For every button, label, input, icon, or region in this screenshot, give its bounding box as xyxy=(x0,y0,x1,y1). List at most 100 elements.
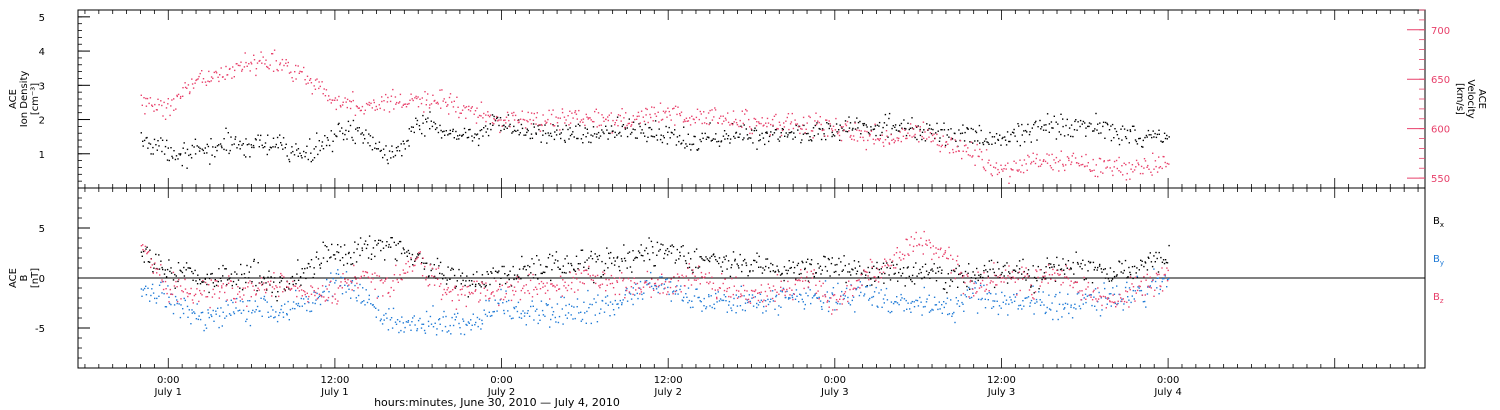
data-point xyxy=(809,136,811,138)
data-point xyxy=(944,146,946,148)
data-point xyxy=(515,130,517,132)
data-point xyxy=(772,264,774,266)
data-point xyxy=(667,291,669,293)
data-point xyxy=(176,302,178,305)
data-point xyxy=(963,140,966,142)
data-point xyxy=(383,100,385,102)
data-point xyxy=(1013,160,1015,162)
data-point xyxy=(181,290,183,292)
data-point xyxy=(879,271,881,274)
data-point xyxy=(828,258,830,261)
data-point xyxy=(206,273,208,276)
data-point xyxy=(244,287,246,289)
data-point xyxy=(841,270,843,272)
data-point xyxy=(381,323,384,325)
data-point xyxy=(446,289,448,291)
data-point xyxy=(187,316,189,318)
data-point xyxy=(1147,129,1150,132)
data-point xyxy=(1097,298,1100,300)
data-point xyxy=(587,273,589,275)
data-point xyxy=(422,257,424,259)
data-point xyxy=(359,254,361,257)
data-point xyxy=(622,280,624,282)
data-point xyxy=(800,141,802,144)
data-point xyxy=(1105,167,1107,169)
data-point xyxy=(1097,287,1099,289)
data-point xyxy=(281,274,283,277)
data-point xyxy=(561,295,563,297)
data-point xyxy=(961,157,963,160)
data-point xyxy=(1108,297,1110,300)
data-point xyxy=(962,275,964,277)
data-point xyxy=(177,158,179,160)
data-point xyxy=(576,118,578,120)
data-point xyxy=(441,330,444,332)
data-point xyxy=(762,312,764,314)
data-point xyxy=(613,264,616,266)
data-point xyxy=(767,122,770,124)
data-point xyxy=(814,120,816,122)
data-point xyxy=(742,139,744,141)
data-point xyxy=(951,313,954,315)
data-point xyxy=(1088,122,1091,124)
data-point xyxy=(744,113,746,115)
data-point xyxy=(255,139,257,141)
data-point xyxy=(551,269,553,271)
data-point xyxy=(155,268,157,270)
data-point xyxy=(726,138,729,140)
data-point xyxy=(765,258,767,260)
data-point xyxy=(955,267,957,270)
data-point xyxy=(298,290,300,292)
data-point xyxy=(1121,262,1123,265)
data-point xyxy=(1039,119,1041,122)
data-point xyxy=(946,291,948,294)
data-point xyxy=(992,300,994,302)
data-point xyxy=(1009,276,1011,278)
data-point xyxy=(531,296,534,298)
data-point xyxy=(1094,128,1096,130)
data-point xyxy=(900,275,902,277)
data-point xyxy=(425,118,427,120)
data-point xyxy=(904,129,906,131)
data-point xyxy=(954,139,956,141)
data-point xyxy=(760,299,763,301)
data-point xyxy=(820,273,822,275)
data-point xyxy=(330,256,332,258)
data-point xyxy=(977,279,979,282)
data-point xyxy=(642,255,644,257)
data-point xyxy=(507,286,509,288)
data-point xyxy=(506,281,508,283)
data-point xyxy=(445,283,448,285)
data-point xyxy=(764,143,766,146)
data-point xyxy=(741,295,743,297)
data-point xyxy=(1139,285,1141,288)
data-point xyxy=(959,273,961,275)
data-point xyxy=(695,266,697,269)
y-tick-label: 2 xyxy=(39,116,45,127)
data-point xyxy=(608,252,610,255)
data-point xyxy=(554,259,557,261)
data-point xyxy=(455,285,457,288)
data-point xyxy=(407,320,410,322)
data-point xyxy=(754,296,756,298)
data-point xyxy=(462,285,464,288)
data-point xyxy=(374,255,376,258)
data-point xyxy=(766,117,769,120)
data-point xyxy=(306,75,309,77)
data-point xyxy=(279,276,281,278)
data-point xyxy=(1102,125,1104,128)
data-point xyxy=(513,306,515,309)
data-point xyxy=(393,289,395,291)
data-point xyxy=(945,141,948,143)
data-point xyxy=(367,103,369,106)
data-point xyxy=(706,258,708,260)
data-point xyxy=(1159,288,1161,291)
data-point xyxy=(497,302,499,304)
data-point xyxy=(743,295,745,297)
data-point xyxy=(903,298,906,300)
data-point xyxy=(521,127,524,130)
data-point xyxy=(718,257,721,259)
data-point xyxy=(778,305,780,307)
data-point xyxy=(228,278,230,280)
data-point xyxy=(818,121,820,124)
